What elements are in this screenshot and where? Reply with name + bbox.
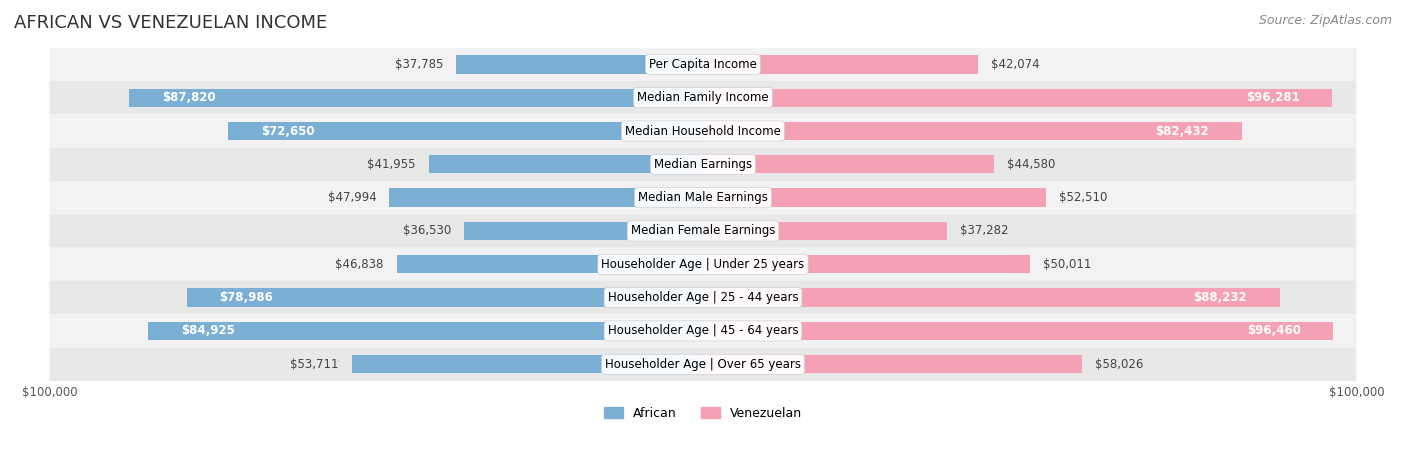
- Bar: [396, 255, 703, 274]
- Bar: [703, 55, 979, 73]
- FancyBboxPatch shape: [49, 114, 1357, 148]
- Text: Householder Age | Under 25 years: Householder Age | Under 25 years: [602, 258, 804, 271]
- Bar: [129, 89, 703, 107]
- Text: $58,026: $58,026: [1095, 358, 1143, 371]
- Bar: [148, 322, 703, 340]
- Text: $53,711: $53,711: [291, 358, 339, 371]
- Bar: [456, 55, 703, 73]
- Text: Median Family Income: Median Family Income: [637, 91, 769, 104]
- FancyBboxPatch shape: [49, 314, 1357, 347]
- Text: Per Capita Income: Per Capita Income: [650, 58, 756, 71]
- Bar: [429, 155, 703, 174]
- Bar: [703, 89, 1331, 107]
- FancyBboxPatch shape: [49, 181, 1357, 214]
- Text: $96,460: $96,460: [1247, 325, 1301, 338]
- Bar: [703, 189, 1046, 207]
- Text: $82,432: $82,432: [1156, 125, 1209, 137]
- Text: $47,994: $47,994: [328, 191, 377, 204]
- Text: $78,986: $78,986: [219, 291, 273, 304]
- Bar: [187, 289, 703, 307]
- Bar: [703, 155, 994, 174]
- Text: Median Male Earnings: Median Male Earnings: [638, 191, 768, 204]
- Text: $44,580: $44,580: [1007, 158, 1056, 171]
- Bar: [352, 355, 703, 374]
- Bar: [228, 122, 703, 140]
- FancyBboxPatch shape: [49, 48, 1357, 81]
- Bar: [389, 189, 703, 207]
- Text: $84,925: $84,925: [181, 325, 235, 338]
- Bar: [703, 289, 1279, 307]
- Text: AFRICAN VS VENEZUELAN INCOME: AFRICAN VS VENEZUELAN INCOME: [14, 14, 328, 32]
- Text: $96,281: $96,281: [1246, 91, 1299, 104]
- Text: $36,530: $36,530: [404, 225, 451, 238]
- Text: $72,650: $72,650: [262, 125, 315, 137]
- Text: $52,510: $52,510: [1059, 191, 1108, 204]
- Text: $50,011: $50,011: [1043, 258, 1091, 271]
- Bar: [703, 122, 1241, 140]
- Text: $42,074: $42,074: [991, 58, 1039, 71]
- Text: $88,232: $88,232: [1194, 291, 1247, 304]
- Bar: [703, 322, 1333, 340]
- FancyBboxPatch shape: [49, 248, 1357, 281]
- Text: Median Female Earnings: Median Female Earnings: [631, 225, 775, 238]
- FancyBboxPatch shape: [49, 281, 1357, 314]
- FancyBboxPatch shape: [49, 347, 1357, 381]
- FancyBboxPatch shape: [49, 214, 1357, 248]
- Text: $41,955: $41,955: [367, 158, 416, 171]
- Text: $37,785: $37,785: [395, 58, 443, 71]
- Text: $37,282: $37,282: [960, 225, 1008, 238]
- Text: $46,838: $46,838: [336, 258, 384, 271]
- Text: Householder Age | Over 65 years: Householder Age | Over 65 years: [605, 358, 801, 371]
- Text: Median Earnings: Median Earnings: [654, 158, 752, 171]
- Bar: [703, 222, 946, 240]
- Bar: [703, 355, 1083, 374]
- FancyBboxPatch shape: [49, 148, 1357, 181]
- Legend: African, Venezuelan: African, Venezuelan: [599, 402, 807, 425]
- FancyBboxPatch shape: [49, 81, 1357, 114]
- Text: $87,820: $87,820: [162, 91, 215, 104]
- Text: Householder Age | 45 - 64 years: Householder Age | 45 - 64 years: [607, 325, 799, 338]
- Bar: [464, 222, 703, 240]
- Bar: [703, 255, 1029, 274]
- Text: Source: ZipAtlas.com: Source: ZipAtlas.com: [1258, 14, 1392, 27]
- Text: Householder Age | 25 - 44 years: Householder Age | 25 - 44 years: [607, 291, 799, 304]
- Text: Median Household Income: Median Household Income: [626, 125, 780, 137]
